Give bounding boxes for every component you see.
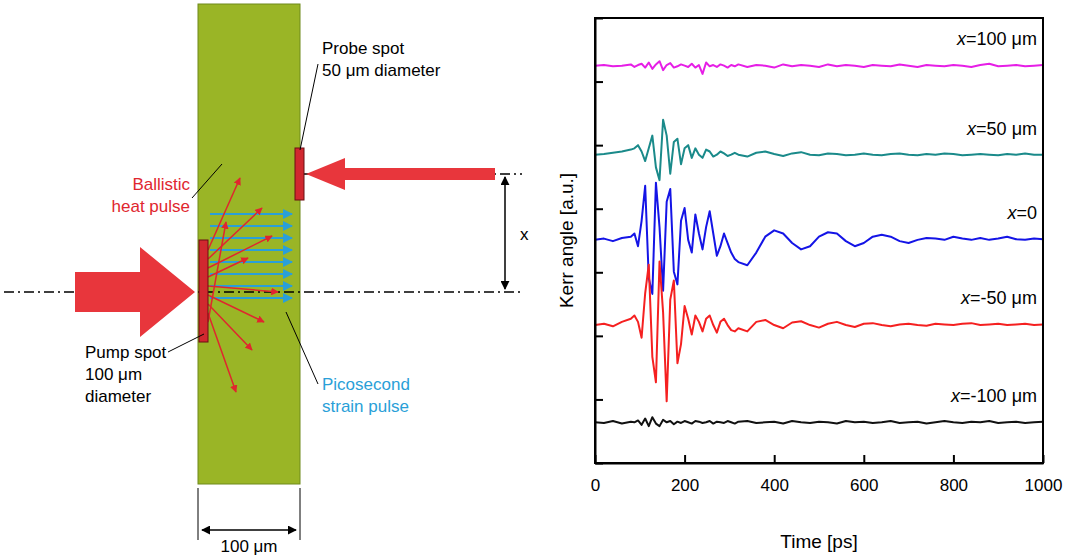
heat-arrow xyxy=(208,313,236,392)
heat-arrow xyxy=(208,236,272,268)
y-tick xyxy=(595,399,603,400)
leader-line xyxy=(192,164,222,198)
y-axis-line xyxy=(595,19,597,464)
x-tick-label: 0 xyxy=(591,476,600,495)
width-tick xyxy=(300,488,301,540)
x-tick-mark xyxy=(1043,455,1045,463)
heat-arrow xyxy=(208,222,226,322)
heat-arrow xyxy=(208,208,262,259)
pump-arrow xyxy=(75,247,195,337)
x-axis-title: Time [ps] xyxy=(780,531,857,552)
label-patch xyxy=(948,386,1039,406)
x-axis-line xyxy=(596,463,1044,465)
trace xyxy=(595,183,1043,294)
x-tick-mark xyxy=(684,455,686,463)
heat-arrow xyxy=(208,295,264,322)
series-labels: x=100 μm x=50 μm x=0 x=-50 μm x=-100 μm xyxy=(948,29,1039,406)
x-tick-mark xyxy=(863,455,865,463)
pump-label: diameter xyxy=(85,387,151,406)
label-patch xyxy=(964,119,1039,139)
y-tick-mark xyxy=(595,81,603,83)
trace xyxy=(595,61,1043,74)
x-tick-label: 1000 xyxy=(1025,476,1063,495)
offset-arrow xyxy=(504,177,506,289)
diagram: Ballistic heat pulse Probe spot 50 μm diame… xyxy=(4,4,529,556)
x-tick-label: 200 xyxy=(671,476,699,495)
series-label: x=100 μm xyxy=(956,29,1037,49)
sample xyxy=(198,4,300,484)
heat-pulse-label: heat pulse xyxy=(112,197,190,216)
strain-arrow xyxy=(210,297,292,299)
y-tick xyxy=(595,336,603,337)
y-tick xyxy=(595,18,603,19)
heat-arrow xyxy=(208,304,252,350)
heat-arrow xyxy=(208,258,248,277)
y-tick-mark xyxy=(595,399,603,401)
y-tick-mark xyxy=(595,18,603,20)
x-tick-label: 600 xyxy=(850,476,878,495)
x-tick-label: 800 xyxy=(940,476,968,495)
series-label: x=50 μm xyxy=(966,119,1037,139)
width-arrow xyxy=(202,529,296,531)
leader-line xyxy=(286,312,318,384)
figure: Ballistic heat pulse Probe spot 50 μm diame… xyxy=(0,0,1078,560)
y-tick-mark xyxy=(595,272,603,274)
series-label: x=0 xyxy=(1006,203,1037,223)
y-axis xyxy=(595,19,603,464)
heat-pulse-label: Ballistic xyxy=(132,175,190,194)
trace xyxy=(595,261,1043,401)
pump-spot xyxy=(199,240,208,342)
pump-label: Pump spot xyxy=(85,343,167,362)
strain-arrow xyxy=(210,249,292,251)
leader-line xyxy=(300,64,318,150)
strain-arrow xyxy=(210,225,292,227)
series-label: x=-100 μm xyxy=(950,386,1037,406)
series-label: x=-50 μm xyxy=(960,288,1037,308)
x-tick-mark xyxy=(953,455,955,463)
heat-arrow xyxy=(208,178,240,250)
y-tick xyxy=(595,209,603,210)
leader-line xyxy=(168,334,204,352)
probe-arrow xyxy=(306,158,495,190)
width-label: 100 μm xyxy=(220,537,277,556)
y-tick-mark xyxy=(595,335,603,337)
y-tick-mark xyxy=(595,463,603,465)
pump-label: 100 μm xyxy=(85,365,142,384)
y-tick-mark xyxy=(595,145,603,147)
x-tick-label: 400 xyxy=(761,476,789,495)
y-tick xyxy=(595,463,603,464)
plot-frame xyxy=(595,18,1043,463)
x-tick: 600 xyxy=(850,455,878,495)
offset-label: x xyxy=(520,225,529,244)
y-tick xyxy=(595,82,603,83)
y-tick xyxy=(595,145,603,146)
trace xyxy=(595,417,1043,426)
strain-label: strain pulse xyxy=(322,397,409,416)
heat-arrow xyxy=(208,286,278,292)
label-patch xyxy=(1004,203,1039,223)
y-tick xyxy=(595,272,603,273)
chart: 0 200 400 600 800 1000 Time [ps] Kerr angle [a.… xyxy=(556,18,1062,552)
probe-spot xyxy=(295,148,304,200)
y-tick-mark xyxy=(595,208,603,210)
strain-arrow xyxy=(210,213,292,215)
width-tick xyxy=(198,488,199,540)
x-tick: 800 xyxy=(940,455,968,495)
x-tick-mark xyxy=(774,455,776,463)
plot-area xyxy=(595,61,1043,426)
x-tick: 1000 xyxy=(1025,455,1063,495)
probe-label: 50 μm diameter xyxy=(322,61,441,80)
strain-label: Picosecond xyxy=(322,375,410,394)
label-patch xyxy=(954,29,1039,49)
x-axis: 0 200 400 600 800 1000 xyxy=(591,455,1063,495)
probe-label: Probe spot xyxy=(322,39,404,58)
strain-arrow xyxy=(210,273,292,275)
label-patch xyxy=(958,288,1039,308)
y-axis-title: Kerr angle [a.u.] xyxy=(556,173,577,308)
x-tick: 200 xyxy=(671,455,699,495)
x-tick: 400 xyxy=(761,455,789,495)
